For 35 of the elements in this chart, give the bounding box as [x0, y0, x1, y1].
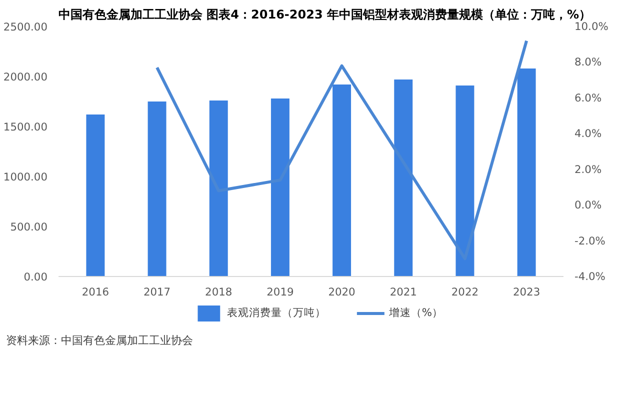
x-tick-label: 2017 — [143, 286, 171, 298]
y-tick-label: 0.00 — [24, 270, 48, 284]
y-tick-label: 2000.00 — [3, 70, 48, 84]
x-tick-label: 2021 — [390, 286, 417, 298]
x-tick-label: 2020 — [328, 286, 356, 298]
text: 资料来源：中国有色金属加工工业协会 — [6, 333, 193, 349]
y-tick-label: 500.00 — [10, 220, 48, 234]
bar — [209, 100, 228, 276]
bar — [456, 86, 474, 276]
bar — [517, 68, 536, 276]
y2-tick-label: 4.0% — [574, 127, 602, 140]
y2-tick-label: -4.0% — [574, 270, 606, 283]
bar — [332, 84, 352, 276]
legend-label: 增速（%） — [388, 306, 444, 320]
bar — [148, 102, 166, 276]
x-tick-label: 2023 — [512, 286, 540, 298]
y2-tick-label: 2.0% — [574, 162, 602, 176]
bar — [394, 80, 413, 276]
legend-label: 表观消费量（万吨） — [226, 306, 326, 320]
x-tick-label: 2018 — [205, 286, 232, 298]
x-tick-label: 2022 — [451, 286, 479, 298]
y2-tick-label: 0.0% — [574, 198, 602, 212]
x-tick-label: 2016 — [82, 286, 110, 298]
chart-title: 中国有色金属加工工业协会 图表4：2016-2023 年中国铝型材表观消费量规模（单位：万吨，%） — [58, 8, 592, 22]
y2-tick-label: -2.0% — [574, 234, 606, 248]
y-tick-label: 1500.00 — [3, 120, 48, 134]
y-tick-label: 2500.00 — [3, 20, 48, 34]
bar — [86, 114, 105, 276]
y2-tick-label: 6.0% — [574, 91, 602, 104]
line-series — [156, 39, 528, 260]
y2-tick-label: 10.0% — [574, 20, 608, 33]
y2-tick-label: 8.0% — [574, 56, 602, 69]
y-tick-label: 1000.00 — [3, 170, 48, 184]
bar — [270, 98, 290, 276]
x-tick-label: 2019 — [266, 286, 294, 298]
